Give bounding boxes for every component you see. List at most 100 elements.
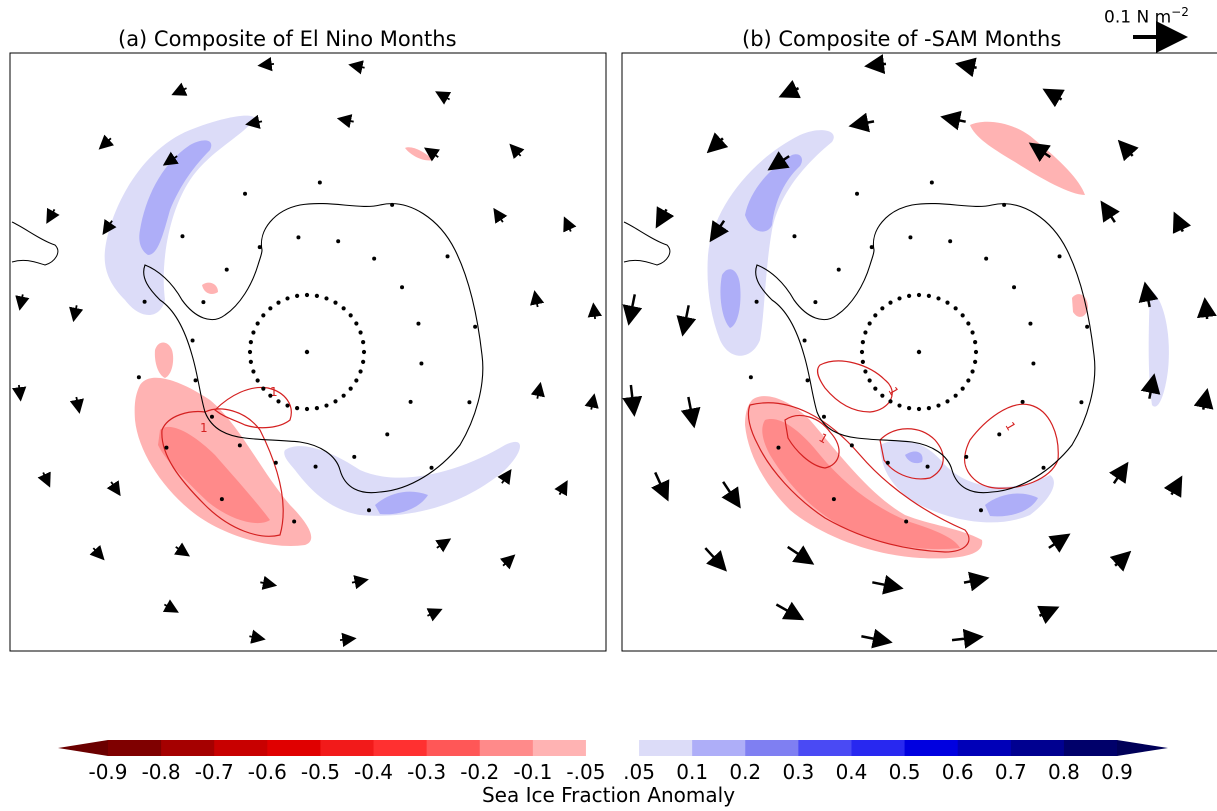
colorbar-tick: -0.8 bbox=[141, 760, 181, 784]
grid-dot bbox=[292, 519, 297, 524]
grid-dot bbox=[970, 369, 975, 374]
grid-dot bbox=[341, 306, 346, 311]
wind-vector-arrow bbox=[1163, 475, 1183, 498]
grid-dot bbox=[926, 406, 931, 411]
wind-vector-arrow bbox=[162, 151, 179, 166]
colorbar-bin bbox=[161, 740, 215, 756]
grid-dot bbox=[907, 293, 912, 298]
grid-dot bbox=[849, 443, 854, 448]
colorbar-tick: 0.9 bbox=[1101, 760, 1133, 784]
grid-dot bbox=[408, 399, 413, 404]
grid-dot bbox=[888, 399, 893, 404]
colorbar-tick: -0.9 bbox=[88, 760, 128, 784]
grid-dot bbox=[180, 234, 185, 239]
grid-dot bbox=[366, 508, 371, 513]
grid-dot bbox=[361, 340, 366, 345]
grid-dot bbox=[936, 296, 941, 301]
wind-vector-arrow bbox=[530, 381, 545, 399]
wind-vector-arrow bbox=[509, 143, 525, 160]
wind-vector-arrow bbox=[787, 545, 815, 565]
wind-vector-arrow bbox=[435, 91, 452, 105]
contour-label: 1 bbox=[200, 421, 208, 435]
grid-dot bbox=[836, 267, 841, 272]
grid-dot bbox=[317, 180, 322, 185]
colorbar-tick: -0.1 bbox=[513, 760, 553, 784]
grid-dot bbox=[190, 338, 195, 343]
wind-vector-arrow bbox=[1048, 533, 1071, 553]
grid-dot bbox=[219, 497, 224, 502]
wind-vector-arrow bbox=[651, 471, 670, 502]
pole-marker-ring bbox=[748, 180, 1090, 524]
wind-vector-arrow bbox=[89, 544, 105, 561]
grid-dot bbox=[936, 403, 941, 408]
grid-dot bbox=[873, 313, 878, 318]
positive-anomaly-region bbox=[745, 396, 983, 559]
grid-dot bbox=[1041, 465, 1046, 470]
map-panel-a: 1 1 bbox=[9, 52, 607, 652]
grid-dot bbox=[304, 292, 310, 298]
wind-vector-arrow bbox=[174, 542, 190, 557]
grid-dot bbox=[467, 400, 472, 405]
grid-dot bbox=[285, 296, 290, 301]
colorbar-tick: 0.7 bbox=[994, 760, 1027, 784]
negative-anomaly-core bbox=[375, 491, 428, 515]
grid-dot bbox=[296, 235, 301, 240]
grid-dot bbox=[333, 300, 338, 305]
pole-marker-ring bbox=[136, 180, 478, 524]
contour-line bbox=[214, 386, 292, 429]
grid-dot bbox=[358, 330, 363, 335]
grid-dot bbox=[888, 300, 893, 305]
wind-vector-arrow bbox=[940, 110, 966, 131]
wind-vector-arrow bbox=[775, 601, 805, 621]
grid-dot bbox=[805, 378, 810, 383]
panel-a-title: (a) Composite of El Nino Months bbox=[118, 27, 457, 51]
antarctica-coastline bbox=[755, 203, 1096, 494]
grid-dot bbox=[273, 460, 278, 465]
positive-anomaly-region bbox=[202, 282, 218, 294]
negative-anomaly-core bbox=[745, 154, 803, 232]
colorbar-tick: -0.7 bbox=[194, 760, 234, 784]
contour-line bbox=[879, 428, 944, 480]
grid-dot bbox=[754, 299, 759, 304]
wind-vector-arrow bbox=[955, 57, 977, 78]
grid-dot bbox=[802, 338, 807, 343]
grid-dot bbox=[348, 386, 353, 391]
wind-vector-arrow bbox=[1109, 550, 1132, 572]
grid-dot bbox=[251, 330, 256, 335]
grid-dot bbox=[867, 321, 872, 326]
grid-dot bbox=[304, 406, 310, 412]
grid-dot bbox=[224, 267, 229, 272]
contour-line bbox=[816, 360, 893, 413]
grid-dot bbox=[237, 443, 242, 448]
colorbar-extend-low bbox=[58, 740, 108, 756]
grid-dot bbox=[973, 340, 978, 345]
contour-line bbox=[964, 403, 1059, 489]
colorbar-tick: -0.2 bbox=[460, 760, 500, 784]
wind-vector-arrow bbox=[563, 216, 577, 233]
grid-dot bbox=[276, 399, 281, 404]
grid-dot bbox=[997, 432, 1002, 437]
colorbar-bin bbox=[692, 740, 746, 756]
colorbar-tick: 0.5 bbox=[888, 760, 921, 784]
grid-dot bbox=[419, 361, 424, 366]
colorbar-tick: -0.6 bbox=[247, 760, 287, 784]
grid-dot bbox=[445, 254, 450, 259]
grid-dot bbox=[953, 393, 958, 398]
negative-anomaly-core bbox=[905, 451, 923, 464]
grid-dot bbox=[361, 359, 366, 364]
grid-dot bbox=[261, 386, 266, 391]
colorbar-bin bbox=[373, 740, 428, 756]
colorbar-tick: -0.4 bbox=[354, 760, 394, 784]
grid-dot bbox=[142, 299, 147, 304]
grid-dot bbox=[201, 300, 206, 305]
wind-vector-arrow bbox=[1028, 142, 1051, 163]
colorbar-bin bbox=[108, 740, 162, 756]
wind-vector-arrow bbox=[102, 219, 117, 235]
grid-dot bbox=[776, 445, 781, 450]
grid-dot bbox=[390, 202, 395, 207]
wind-vector-arrow bbox=[554, 480, 568, 497]
colorbar-extend-high bbox=[1117, 740, 1168, 756]
wind-vector-arrow bbox=[245, 114, 263, 129]
colorbar-bin bbox=[1010, 740, 1065, 756]
grid-dot bbox=[268, 393, 273, 398]
